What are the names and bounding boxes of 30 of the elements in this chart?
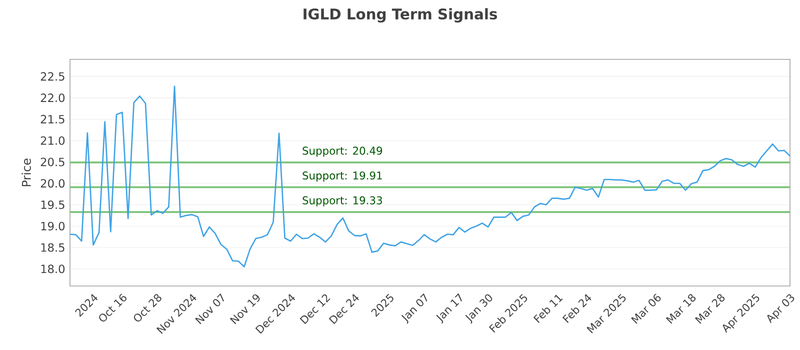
x-tick-label: Dec 12: [300, 294, 330, 324]
ref-line-label: Support: 19.91: [302, 171, 382, 182]
y-tick-label: 20.0: [40, 179, 65, 188]
x-tick-label: Apr 03: [767, 294, 794, 324]
y-tick-label: 18.0: [41, 264, 65, 274]
x-tick-label: Jan 17: [436, 293, 462, 324]
y-axis-title: Price: [22, 158, 31, 186]
x-tick-label: Mar 06: [631, 294, 661, 324]
y-tick-label: 19.5: [41, 200, 64, 210]
x-tick-label: Mar 28: [694, 294, 725, 324]
y-tick-label: 21.5: [40, 114, 64, 124]
y-tick-label: 22.5: [40, 72, 64, 81]
x-tick-label: Mar 18: [666, 294, 696, 324]
ref-line-label: Support: 20.49: [302, 146, 382, 157]
y-tick-label: 22.0: [40, 94, 65, 102]
x-tick-label: Nov 07: [195, 293, 224, 324]
x-tick-label: Feb 11: [533, 294, 563, 324]
x-tick-label: Oct 16: [99, 294, 126, 322]
x-tick-label: Oct 28: [134, 294, 162, 322]
y-tick-label: 19.0: [41, 222, 65, 230]
x-tick-label: Jan 30: [465, 294, 492, 324]
chart-title: IGLD Long Term Signals: [304, 8, 497, 22]
y-tick-label: 20.5: [40, 158, 64, 166]
y-tick-label: 21.0: [40, 136, 65, 145]
x-tick-label: Nov 19: [230, 294, 260, 324]
y-tick-label: 18.5: [41, 243, 64, 252]
x-tick-label: Dec 24: [328, 294, 359, 324]
x-tick-label: Feb 24: [562, 294, 592, 324]
ref-line-label: Support: 19.33: [302, 196, 382, 206]
x-tick-label: Jan 07: [401, 293, 428, 324]
